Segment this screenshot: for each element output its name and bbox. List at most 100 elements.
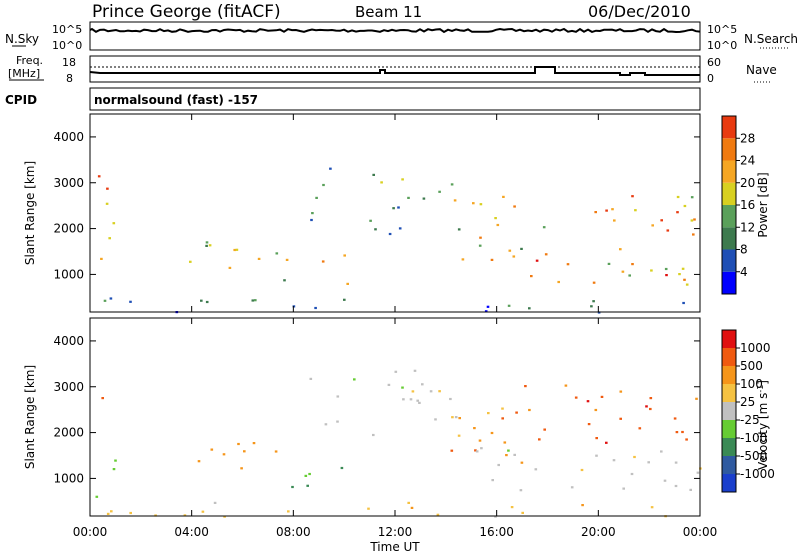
- data-cell: [528, 408, 531, 412]
- data-cell: [674, 484, 678, 488]
- nave-tick-low: 0: [707, 72, 714, 85]
- data-cell: [100, 257, 103, 260]
- y-tick-label: 4000: [53, 130, 84, 144]
- data-cell: [346, 282, 349, 285]
- data-cell: [683, 278, 686, 281]
- colorbar-segment: [722, 384, 736, 402]
- velocity-y-axis: 4000 3000 2000 1000: [53, 334, 700, 485]
- data-cell: [429, 390, 433, 393]
- data-cell: [494, 515, 497, 518]
- colorbar-tick-label: 25: [740, 395, 755, 409]
- power-colorbar: 28 24 20 16 12 8 4: [721, 115, 755, 295]
- colorbar-segment: [722, 420, 736, 438]
- data-cell: [508, 249, 512, 252]
- freq-panel: [89, 55, 701, 83]
- data-cell: [480, 447, 483, 450]
- data-cell: [197, 460, 201, 463]
- cpid-value: normalsound (fast) -157: [94, 93, 258, 107]
- data-cell: [449, 397, 452, 401]
- data-cell: [503, 441, 507, 444]
- data-cell: [681, 430, 684, 434]
- data-cell: [513, 453, 516, 456]
- data-cell: [438, 190, 441, 193]
- data-cell: [112, 222, 116, 225]
- data-cell: [402, 398, 405, 401]
- colorbar-segment: [722, 366, 736, 384]
- data-cell: [580, 468, 584, 472]
- y-tick-label: 3000: [53, 380, 84, 394]
- data-cell: [418, 401, 421, 404]
- data-cell: [501, 407, 504, 410]
- colorbar-tick-label: 8: [740, 243, 748, 257]
- data-cell: [189, 260, 192, 263]
- data-cell: [112, 468, 116, 471]
- data-cell: [387, 383, 391, 386]
- data-cell: [586, 400, 590, 403]
- data-cell: [631, 195, 634, 198]
- data-cell: [458, 417, 461, 420]
- data-cell: [594, 408, 598, 412]
- data-cell: [472, 202, 475, 205]
- data-cell: [413, 369, 417, 372]
- power-colorbar-label: Power [dB]: [756, 172, 770, 237]
- data-cell: [315, 196, 318, 199]
- data-cell: [689, 488, 692, 491]
- colorbar-segment: [722, 249, 736, 272]
- x-tick-label: 00:00: [73, 525, 108, 539]
- data-cell: [129, 511, 132, 515]
- data-cell: [106, 187, 109, 190]
- data-cell: [343, 298, 346, 301]
- data-cell: [512, 255, 516, 258]
- freq-tick-high: 18: [62, 56, 76, 69]
- data-cell: [600, 395, 604, 398]
- data-cell: [374, 228, 377, 231]
- data-cell: [457, 228, 461, 231]
- data-cell: [233, 248, 236, 252]
- data-cell: [595, 454, 598, 457]
- colorbar-segment: [722, 271, 736, 294]
- data-cell: [451, 416, 454, 419]
- data-cell: [510, 506, 514, 509]
- data-cell: [228, 266, 232, 269]
- data-cell: [607, 262, 611, 265]
- cpid-label: CPID: [5, 93, 37, 107]
- data-cell: [528, 307, 531, 310]
- data-cell: [595, 437, 598, 440]
- data-cell: [438, 390, 441, 393]
- data-cell: [407, 196, 410, 199]
- data-cell: [621, 270, 625, 273]
- data-cell: [106, 512, 110, 515]
- data-cell: [619, 248, 622, 251]
- data-cell: [683, 204, 687, 208]
- data-cell: [675, 431, 679, 434]
- data-cell: [494, 217, 497, 220]
- data-cell: [570, 486, 574, 489]
- data-cell: [673, 417, 677, 420]
- data-cell: [407, 501, 410, 504]
- data-cell: [611, 208, 614, 211]
- colorbar-segment: [722, 438, 736, 456]
- data-cell: [497, 463, 500, 467]
- data-cell: [422, 197, 426, 200]
- data-cell: [275, 252, 279, 255]
- data-cell: [649, 407, 652, 411]
- data-cell: [678, 273, 681, 276]
- colorbar-frame: [721, 329, 737, 493]
- colorbar-tick-label: 28: [740, 131, 755, 145]
- colorbar-tick-label: -100: [740, 431, 767, 445]
- data-cell: [388, 232, 392, 236]
- data-cell: [690, 219, 694, 222]
- data-cell: [663, 479, 667, 482]
- data-cell: [310, 218, 313, 222]
- data-cell: [367, 507, 370, 510]
- colorbar-segment: [722, 116, 736, 139]
- data-cell: [109, 297, 113, 300]
- data-cell: [205, 241, 209, 244]
- y-tick-label: 4000: [53, 334, 84, 348]
- colorbar-tick-label: 4: [740, 265, 748, 279]
- x-tick-label: 08:00: [276, 525, 311, 539]
- velocity-colorbar-label: Velocity [m s-1]: [756, 380, 771, 470]
- data-cell: [605, 209, 608, 212]
